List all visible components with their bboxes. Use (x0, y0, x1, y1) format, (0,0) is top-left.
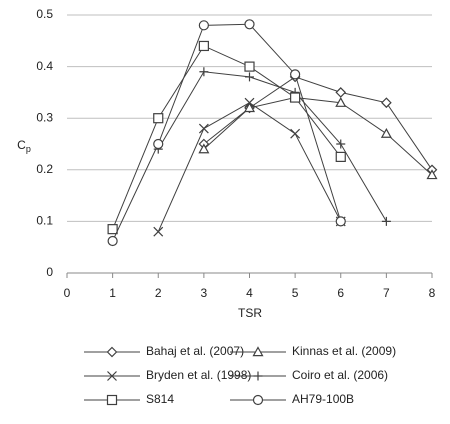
marker-square (106, 394, 118, 406)
y-label-main: C (17, 138, 26, 152)
x-tick-label: 6 (337, 286, 344, 300)
marker-circle (290, 69, 301, 80)
legend-label: Coiro et al. (2006) (292, 368, 388, 382)
marker-triangle (243, 102, 256, 113)
y-label-sub: p (26, 144, 31, 154)
legend-label: Bahaj et al. (2007) (146, 344, 244, 358)
marker-triangle (198, 143, 210, 154)
marker-plus (336, 139, 346, 149)
x-tick-label: 4 (246, 286, 253, 300)
marker-x (198, 123, 209, 134)
marker-circle (244, 19, 255, 30)
x-tick-label: 2 (155, 286, 162, 300)
series-line (203, 76, 433, 171)
marker-triangle (335, 96, 347, 107)
marker-plus (245, 72, 254, 82)
y-tick-label: 0.2 (36, 162, 53, 176)
x-tick-label: 8 (429, 286, 436, 300)
x-tick-label: 5 (292, 286, 299, 300)
series-line (112, 23, 342, 242)
marker-plus (381, 216, 391, 226)
legend-label: S814 (146, 392, 174, 406)
x-axis-label: TSR (238, 306, 262, 320)
marker-x (107, 371, 117, 381)
marker-diamond (335, 87, 347, 98)
marker-circle (335, 216, 346, 227)
marker-square (290, 92, 301, 103)
marker-triangle (380, 127, 392, 138)
marker-plus (199, 67, 209, 77)
marker-square (335, 151, 346, 162)
y-tick-label: 0 (46, 265, 53, 279)
x-tick-label: 1 (109, 286, 116, 300)
marker-square (198, 40, 209, 52)
marker-square (107, 224, 118, 235)
marker-square (244, 61, 255, 72)
series-line (157, 71, 387, 222)
marker-plus (253, 371, 263, 381)
marker-circle (252, 394, 264, 406)
marker-square (153, 113, 164, 124)
legend-label: Bryden et al. (1998) (146, 368, 251, 382)
marker-x (290, 128, 301, 139)
y-tick-label: 0.3 (36, 110, 53, 124)
marker-x (153, 226, 164, 237)
y-tick-label: 0.4 (36, 59, 53, 73)
marker-x (244, 97, 255, 108)
series-line (112, 45, 342, 230)
marker-circle (153, 138, 164, 150)
marker-triangle (252, 346, 264, 357)
y-tick-label: 0.1 (36, 214, 53, 228)
legend-label: AH79-100B (292, 392, 354, 406)
x-tick-label: 0 (64, 286, 71, 300)
series-line (203, 97, 433, 176)
marker-circle (198, 20, 209, 31)
legend-label: Kinnas et al. (2009) (292, 344, 396, 358)
y-tick-label: 0.5 (36, 7, 53, 21)
marker-diamond (106, 346, 118, 358)
marker-diamond (381, 97, 392, 109)
x-tick-label: 7 (383, 286, 390, 300)
y-axis-label: Cp (17, 138, 31, 154)
marker-circle (107, 235, 118, 247)
x-tick-label: 3 (201, 286, 208, 300)
marker-triangle (426, 169, 438, 180)
